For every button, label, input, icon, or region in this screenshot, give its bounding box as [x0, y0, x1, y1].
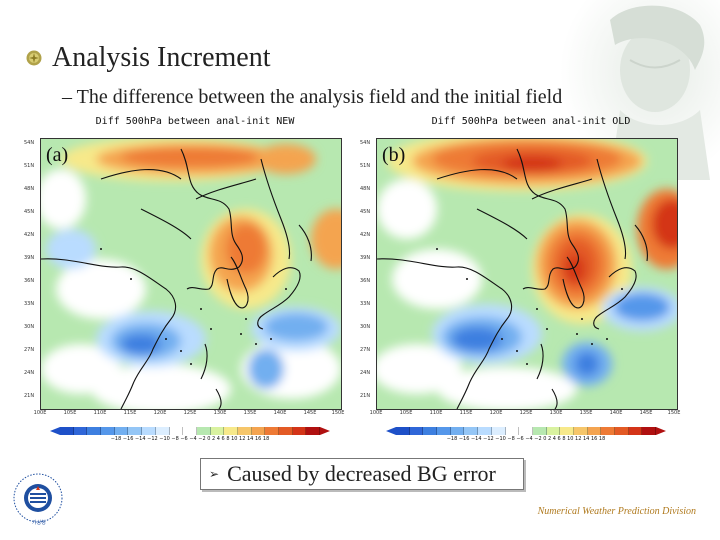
lat-label: 24N	[24, 370, 35, 376]
lat-label: 42N	[360, 232, 371, 238]
lat-label: 54N	[360, 140, 371, 146]
lon-label: 145E	[303, 410, 317, 416]
longitude-labels: 100E 105E 110E 115E 120E 125E 130E 135E …	[34, 410, 345, 418]
colorbar-tick-labels: −18 −16 −14 −12 −10 −8 −6 −4 −2 0 2 4 6 …	[110, 436, 270, 442]
lon-label: 120E	[489, 410, 503, 416]
lat-label: 51N	[24, 163, 35, 169]
subtitle-dash: –	[62, 86, 72, 108]
lon-label: 105E	[399, 410, 413, 416]
kma-logo: 기상청	[13, 473, 63, 526]
lat-label: 39N	[360, 255, 371, 261]
panel-title: Diff 500hPa between anal-init OLD	[431, 116, 631, 127]
lat-label: 45N	[360, 209, 371, 215]
lat-label: 51N	[360, 163, 371, 169]
lon-label: 120E	[153, 410, 167, 416]
map-panel-b: Diff 500hPa between anal-init OLD 54N 51…	[360, 116, 696, 444]
lat-label: 48N	[24, 186, 35, 192]
panel-label-a: (a)	[46, 144, 69, 166]
lat-label: 21N	[360, 393, 371, 399]
callout-text: Caused by decreased BG error	[227, 461, 496, 486]
svg-text:기상청: 기상청	[32, 519, 46, 526]
lat-label: 21N	[24, 393, 35, 399]
color-scale-bar	[50, 427, 330, 435]
heading-text: Analysis Increment	[52, 42, 271, 73]
lat-label: 24N	[360, 370, 371, 376]
lon-label: 150E	[331, 410, 345, 416]
lat-label: 30N	[24, 324, 35, 330]
lon-label: 110E	[429, 410, 443, 416]
lon-label: 130E	[213, 410, 227, 416]
lat-label: 45N	[24, 209, 35, 215]
footer-division-name: Numerical Weather Prediction Division	[537, 506, 696, 517]
increment-map	[40, 138, 342, 410]
lon-label: 105E	[63, 410, 77, 416]
lon-label: 115E	[123, 410, 137, 416]
lon-label: 135E	[579, 410, 593, 416]
lon-label: 130E	[549, 410, 563, 416]
lat-label: 27N	[360, 347, 371, 353]
lat-label: 54N	[24, 140, 35, 146]
subtitle-text: The difference between the analysis fiel…	[76, 86, 563, 108]
colorbar-cells	[60, 427, 321, 435]
lat-label: 39N	[24, 255, 35, 261]
longitude-labels: 100E 105E 110E 115E 120E 125E 130E 135E …	[370, 410, 681, 418]
colorbar-left-arrow	[386, 427, 396, 435]
lon-label: 140E	[609, 410, 623, 416]
latitude-labels: 54N 51N 48N 45N 42N 39N 36N 33N 30N 27N …	[360, 138, 376, 408]
lat-label: 42N	[24, 232, 35, 238]
lon-label: 115E	[459, 410, 473, 416]
lat-label: 48N	[360, 186, 371, 192]
colorbar-tick-labels: −18 −16 −14 −12 −10 −8 −6 −4 −2 0 2 4 6 …	[446, 436, 606, 442]
lon-label: 150E	[667, 410, 681, 416]
lon-label: 140E	[273, 410, 287, 416]
lat-label: 33N	[24, 301, 35, 307]
lon-label: 100E	[369, 410, 383, 416]
lat-label: 33N	[360, 301, 371, 307]
colorbar-right-arrow	[320, 427, 330, 435]
lat-label: 30N	[360, 324, 371, 330]
lat-label: 36N	[360, 278, 371, 284]
lat-label: 27N	[24, 347, 35, 353]
colorbar-right-arrow	[656, 427, 666, 435]
panel-label-b: (b)	[382, 144, 406, 166]
lon-label: 100E	[33, 410, 47, 416]
slide-heading: Analysis Increment	[26, 42, 271, 74]
arrow-bullet-icon: ➢	[209, 467, 220, 481]
lon-label: 135E	[243, 410, 257, 416]
color-scale-bar	[386, 427, 666, 435]
flower-bullet-icon	[26, 50, 42, 66]
subtitle: – The difference between the analysis fi…	[62, 86, 562, 109]
lon-label: 125E	[183, 410, 197, 416]
callout-box: ➢ Caused by decreased BG error	[200, 458, 524, 490]
lon-label: 110E	[93, 410, 107, 416]
colorbar-cells	[396, 427, 657, 435]
latitude-labels: 54N 51N 48N 45N 42N 39N 36N 33N 30N 27N …	[24, 138, 40, 408]
map-panel-a: Diff 500hPa between anal-init NEW 54N 51…	[24, 116, 360, 444]
panel-title: Diff 500hPa between anal-init NEW	[95, 116, 295, 127]
lon-label: 145E	[639, 410, 653, 416]
colorbar-left-arrow	[50, 427, 60, 435]
increment-map	[376, 138, 678, 410]
lat-label: 36N	[24, 278, 35, 284]
lon-label: 125E	[519, 410, 533, 416]
